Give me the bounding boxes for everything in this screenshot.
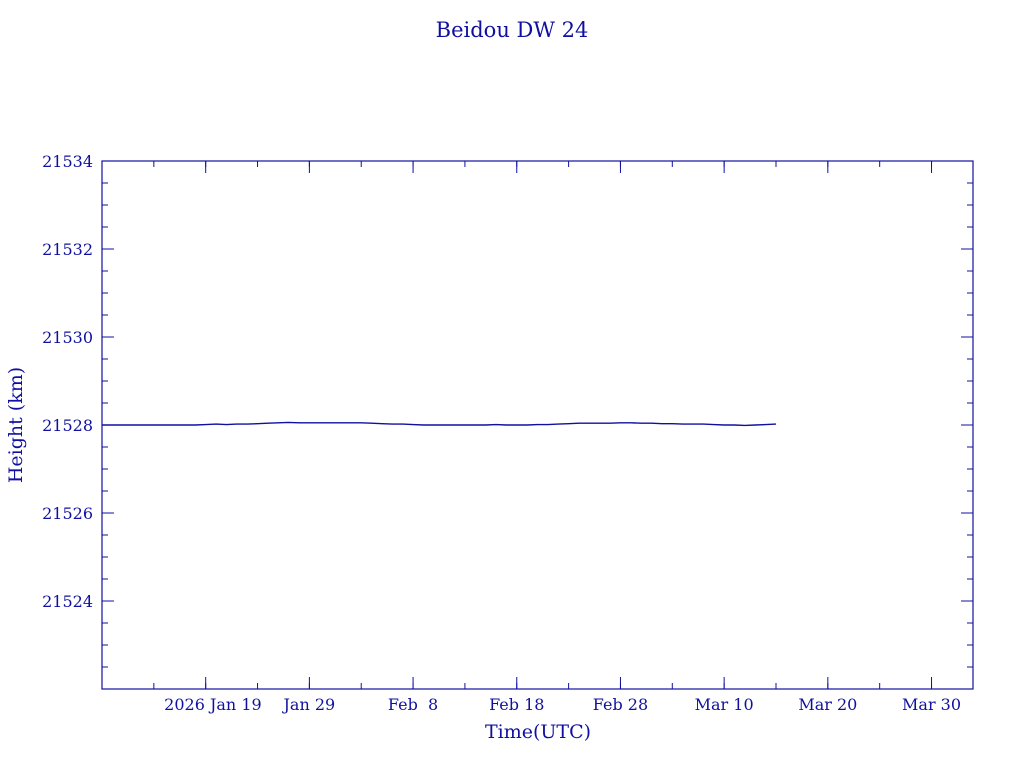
x-axis-label: Time(UTC) [485, 721, 591, 743]
y-axis-label: Height (km) [5, 367, 27, 483]
x-tick-label: Feb 28 [593, 695, 648, 714]
height-series-line [102, 421, 777, 427]
x-axis-ticks: 2026 Jan 19 Jan 29 Feb 8 Feb 18 Feb 28 Mar 10… [153, 161, 961, 714]
y-tick-label: 21532 [42, 240, 93, 259]
x-tick-label: Jan 29 [282, 695, 336, 714]
x-tick-label: Feb 18 [489, 695, 544, 714]
x-tick-label: Mar 30 [902, 695, 961, 714]
chart-title: Beidou DW 24 [436, 18, 589, 42]
y-tick-label: 21526 [42, 504, 93, 523]
y-axis-ticks: 21524 21526 21528 21530 21532 21534 [42, 152, 973, 690]
x-tick-label: 2026 Jan 19 [164, 695, 262, 714]
x-tick-label: Feb 8 [388, 695, 438, 714]
y-tick-label: 21524 [42, 592, 93, 611]
y-tick-label: 21528 [42, 416, 93, 435]
x-tick-label: Mar 10 [695, 695, 754, 714]
y-tick-label: 21530 [42, 328, 93, 347]
y-tick-label: 21534 [42, 152, 93, 171]
x-tick-label: Mar 20 [798, 695, 857, 714]
